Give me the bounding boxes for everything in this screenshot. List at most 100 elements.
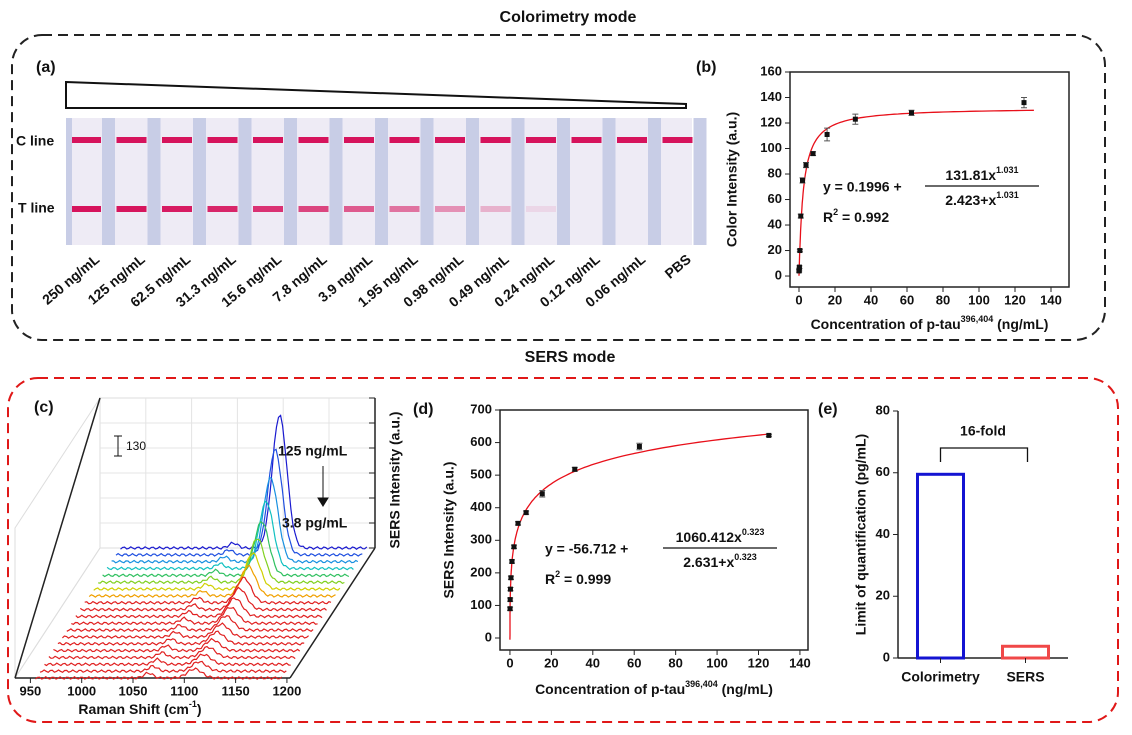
t-line-label: T line <box>18 200 55 216</box>
spectrum <box>111 476 359 564</box>
x-tick-label: 0 <box>795 292 802 307</box>
t-line <box>435 206 465 212</box>
c-line <box>480 137 511 143</box>
strip-gap <box>375 118 388 245</box>
bar <box>916 472 965 660</box>
data-point <box>800 177 806 183</box>
spectrum <box>75 597 323 619</box>
fit-curve <box>509 433 770 640</box>
x-tick-label: 40 <box>864 292 878 307</box>
axis-edge <box>14 397 101 679</box>
x-axis-label-part: -1 <box>189 699 197 709</box>
panel-label: (c) <box>34 399 54 416</box>
c-line <box>162 137 192 143</box>
y-tick-label: 0 <box>883 649 890 664</box>
strip-gap <box>329 118 343 245</box>
axis-edge <box>289 547 376 679</box>
y-tick-label: 600 <box>470 434 492 449</box>
y-tick-label: 100 <box>470 597 492 612</box>
equation-denominator-part: 2.631+x <box>683 554 734 570</box>
spectrum <box>120 414 368 550</box>
spectrum <box>115 448 363 557</box>
r-squared-part: = 0.992 <box>838 209 889 225</box>
y-tick-label: 500 <box>470 467 492 482</box>
panel-label: (e) <box>818 401 838 418</box>
c-line <box>344 137 374 143</box>
panel-label: (a) <box>36 59 56 76</box>
x-tick-label: 20 <box>828 292 842 307</box>
x-axis-label-part: Raman Shift (cm <box>78 701 188 717</box>
data-point <box>507 586 513 592</box>
strip-gap <box>602 118 616 245</box>
x-tick-label: 1200 <box>272 683 301 698</box>
r-squared-part: R <box>545 571 555 587</box>
equation-denominator: 2.423+x1.031 <box>945 190 1019 207</box>
spectrum <box>53 637 301 653</box>
heading: SERS mode <box>525 349 616 366</box>
c-line <box>617 137 647 143</box>
data-point <box>797 248 803 254</box>
data-point <box>1021 100 1027 106</box>
data-point <box>766 432 772 438</box>
c-line-label: C line <box>16 133 54 149</box>
r-squared-part: 2 <box>833 207 838 217</box>
y-tick-label: 40 <box>876 526 890 541</box>
strip-gap <box>693 118 707 245</box>
data-point <box>523 510 529 516</box>
data-point <box>507 597 513 603</box>
y-tick-label: 160 <box>760 63 782 78</box>
data-point <box>796 264 802 270</box>
strip-gap <box>648 118 661 245</box>
data-point <box>824 131 830 137</box>
y-tick-label: 0 <box>485 629 492 644</box>
y-tick-label: 20 <box>768 242 782 257</box>
equation-denominator-part: 2.423+x <box>945 192 996 208</box>
strip-gap <box>466 118 479 245</box>
bracket <box>939 447 1029 462</box>
x-axis-label-part: Concentration of p-tau <box>535 681 685 697</box>
spectrum <box>84 576 332 605</box>
x-tick-label: 60 <box>900 292 914 307</box>
y-tick-label: 120 <box>760 114 782 129</box>
arrow <box>317 466 329 507</box>
r-squared-part: = 0.999 <box>560 571 611 587</box>
r-squared-part: 2 <box>555 569 560 579</box>
strip-label: PBS <box>661 251 693 282</box>
r-squared: R2 = 0.992 <box>823 207 889 224</box>
y-tick-label: 100 <box>760 140 782 155</box>
t-line <box>298 206 329 212</box>
equation-numerator-part: 1060.412x <box>676 529 742 545</box>
spectrum <box>106 500 354 571</box>
c-line <box>253 137 283 143</box>
x-axis-label: Concentration of p-tau396,404 (ng/mL) <box>811 314 1049 331</box>
c-line <box>298 137 329 143</box>
fit-curve <box>798 109 1034 276</box>
x-tick-label: 140 <box>789 655 811 670</box>
y-tick-label: 20 <box>876 588 890 603</box>
x-tick-label: 1000 <box>67 683 96 698</box>
y-tick-label: 40 <box>768 216 782 231</box>
y-tick-label: 400 <box>470 499 492 514</box>
spectrum <box>71 606 318 626</box>
spectrum <box>66 615 314 633</box>
y-tick-label: 80 <box>768 165 782 180</box>
strip-gap <box>102 118 115 245</box>
equation-numerator-part: 131.81x <box>945 167 996 183</box>
x-tick-label: 120 <box>1004 292 1026 307</box>
r-squared: R2 = 0.999 <box>545 569 611 586</box>
t-line <box>162 206 192 212</box>
spectrum <box>93 552 341 592</box>
data-point <box>798 213 804 219</box>
spectrum <box>61 622 309 639</box>
x-tick-label: SERS <box>1006 669 1044 685</box>
y-tick-label: 60 <box>876 464 890 479</box>
equation-denominator-part: 1.031 <box>996 190 1019 200</box>
data-point <box>539 491 545 497</box>
x-tick-label: 20 <box>544 655 558 670</box>
x-tick-label: 40 <box>586 655 600 670</box>
t-line <box>253 206 283 212</box>
spectrum <box>102 520 350 578</box>
data-point <box>507 606 513 612</box>
y-axis-label: SERS Intensity (a.u.) <box>387 412 403 549</box>
